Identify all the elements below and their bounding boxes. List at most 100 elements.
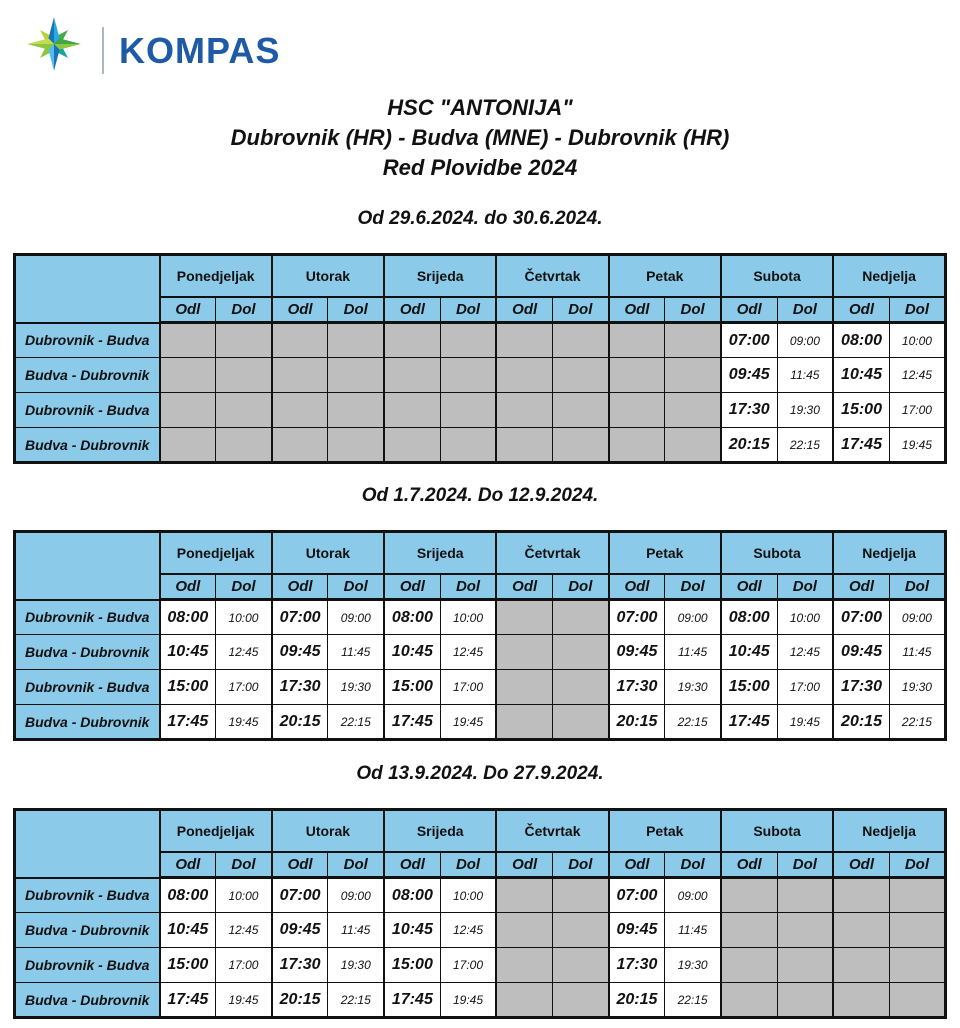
empty-cell [439, 392, 497, 428]
day-header-cell: Ponedjeljak [158, 254, 273, 298]
departure-time-cell: 07:00 [607, 877, 666, 913]
empty-cell [383, 427, 441, 463]
arrival-time-cell: 17:00 [215, 947, 273, 983]
arrival-time-cell: 19:30 [664, 669, 722, 705]
schedule-row: Budva - Dubrovnik 09:45 11:45 10:45 12:45 [14, 357, 947, 393]
departure-time-cell: 17:30 [832, 669, 890, 705]
departure-time-cell: 17:45 [383, 982, 441, 1018]
day-header-cell: Srijeda [383, 254, 497, 298]
route-label-cell: Dubrovnik - Budva [14, 599, 160, 635]
odl-header-cell: Odl [607, 573, 666, 601]
empty-cell [551, 912, 610, 948]
arrival-time-cell: 19:30 [664, 947, 722, 983]
empty-cell [551, 599, 610, 635]
arrival-time-cell: 12:45 [776, 634, 834, 670]
departure-time-cell: 08:00 [158, 599, 217, 635]
departure-time-cell: 20:15 [607, 704, 666, 740]
departure-time-cell: 09:45 [607, 912, 666, 948]
empty-cell [270, 357, 329, 393]
day-header-cell: Četvrtak [495, 531, 610, 575]
departure-time-cell: 09:45 [270, 912, 329, 948]
arrival-time-cell: 17:00 [776, 669, 834, 705]
departure-time-cell: 15:00 [832, 392, 890, 428]
arrival-time-cell: 09:00 [664, 599, 722, 635]
empty-cell [888, 912, 947, 948]
empty-cell [551, 947, 610, 983]
departure-time-cell: 17:30 [607, 947, 666, 983]
day-header-cell: Utorak [270, 531, 385, 575]
empty-cell [719, 947, 778, 983]
empty-cell [719, 912, 778, 948]
departure-time-cell: 09:45 [607, 634, 666, 670]
departure-time-cell: 10:45 [158, 912, 217, 948]
odl-header-cell: Odl [383, 851, 441, 879]
schedule-row: Dubrovnik - Budva 17:30 19:30 15:00 17:00 [14, 392, 947, 428]
route-column-header [13, 531, 160, 601]
arrival-time-cell: 10:00 [439, 599, 497, 635]
arrival-time-cell: 12:45 [215, 634, 273, 670]
arrival-time-cell: 12:45 [888, 357, 947, 393]
arrival-time-cell: 12:45 [439, 912, 497, 948]
empty-cell [215, 392, 273, 428]
arrival-time-cell: 11:45 [776, 357, 834, 393]
empty-cell [551, 982, 610, 1018]
day-header-cell: Srijeda [383, 809, 497, 853]
arrival-time-cell: 11:45 [327, 634, 385, 670]
schedule-section: Od 13.9.2024. Do 27.9.2024. Ponedjeljak Ut… [0, 763, 960, 1019]
brand-separator [102, 27, 104, 74]
empty-cell [439, 357, 497, 393]
empty-cell [158, 357, 217, 393]
arrival-time-cell: 17:00 [215, 669, 273, 705]
arrival-time-cell: 19:30 [776, 392, 834, 428]
departure-time-cell: 10:45 [832, 357, 890, 393]
departure-time-cell: 07:00 [719, 322, 778, 358]
empty-cell [664, 322, 722, 358]
arrival-time-cell: 11:45 [664, 912, 722, 948]
title-route: Dubrovnik (HR) - Budva (MNE) - Dubrovnik… [230, 125, 730, 150]
schedule-row: Dubrovnik - Budva 07:00 09:00 08:00 10:00 [14, 322, 947, 358]
departure-time-cell: 17:30 [719, 392, 778, 428]
day-header-cell: Nedjelja [832, 254, 947, 298]
dol-header-cell: Dol [888, 851, 947, 879]
arrival-time-cell: 11:45 [888, 634, 947, 670]
arrival-time-cell: 19:30 [327, 947, 385, 983]
odl-header-cell: Odl [383, 573, 441, 601]
route-column-header [13, 254, 160, 324]
departure-time-cell: 09:45 [270, 634, 329, 670]
day-header-cell: Utorak [270, 254, 385, 298]
departure-time-cell: 17:30 [270, 947, 329, 983]
empty-cell [270, 392, 329, 428]
arrival-time-cell: 17:00 [439, 947, 497, 983]
departure-time-cell: 15:00 [719, 669, 778, 705]
route-label-cell: Dubrovnik - Budva [14, 669, 160, 705]
subheader-row: Odl Dol Odl Dol Odl Dol Odl Dol Odl Dol Odl Dol Odl D… [15, 851, 947, 879]
dol-header-cell: Dol [327, 851, 385, 879]
empty-cell [776, 947, 834, 983]
empty-cell [439, 322, 497, 358]
departure-time-cell: 20:15 [607, 982, 666, 1018]
period-title: Od 29.6.2024. do 30.6.2024. [357, 208, 603, 229]
departure-time-cell: 20:15 [832, 704, 890, 740]
day-header-cell: Subota [719, 809, 834, 853]
dol-header-cell: Dol [439, 296, 497, 324]
arrival-time-cell: 22:15 [888, 704, 947, 740]
departure-time-cell: 15:00 [383, 947, 441, 983]
odl-header-cell: Odl [832, 573, 890, 601]
empty-cell [383, 392, 441, 428]
odl-header-cell: Odl [832, 851, 890, 879]
departure-time-cell: 17:30 [270, 669, 329, 705]
route-label-cell: Dubrovnik - Budva [14, 947, 160, 983]
odl-header-cell: Odl [832, 296, 890, 324]
empty-cell [551, 392, 610, 428]
departure-time-cell: 17:45 [832, 427, 890, 463]
schedule-row: Budva - Dubrovnik 10:45 12:45 09:45 11:45 10:… [14, 912, 947, 948]
arrival-time-cell: 11:45 [327, 912, 385, 948]
arrival-time-cell: 22:15 [664, 982, 722, 1018]
route-label-cell: Dubrovnik - Budva [14, 877, 160, 913]
empty-cell [776, 877, 834, 913]
dol-header-cell: Dol [551, 851, 610, 879]
day-header-cell: Utorak [270, 809, 385, 853]
odl-header-cell: Odl [719, 296, 778, 324]
empty-cell [158, 322, 217, 358]
odl-header-cell: Odl [270, 573, 329, 601]
